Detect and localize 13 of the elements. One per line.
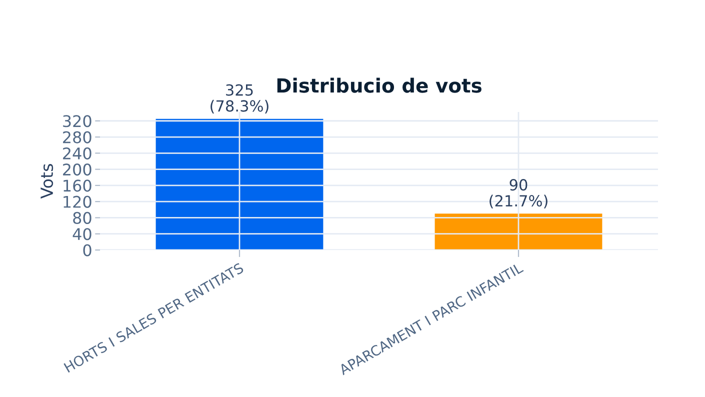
y-tick-label: 200 [63,164,92,176]
y-tick-label: 40 [72,228,92,240]
data-label: 90 (21.7%) [490,179,548,208]
chart-title: Distribucio de vots [277,78,482,93]
data-label: 325 (78.3%) [210,84,268,114]
y-axis-title: Vots [40,164,54,199]
y-tick-label: 120 [64,196,92,208]
y-tick-label: 160 [64,180,92,192]
y-tick-label: 80 [73,212,92,224]
y-tick-label: 320 [63,115,92,128]
y-tick-label: 280 [63,131,92,144]
y-tick-label: 240 [63,147,92,160]
y-tick-label: 0 [83,244,92,256]
